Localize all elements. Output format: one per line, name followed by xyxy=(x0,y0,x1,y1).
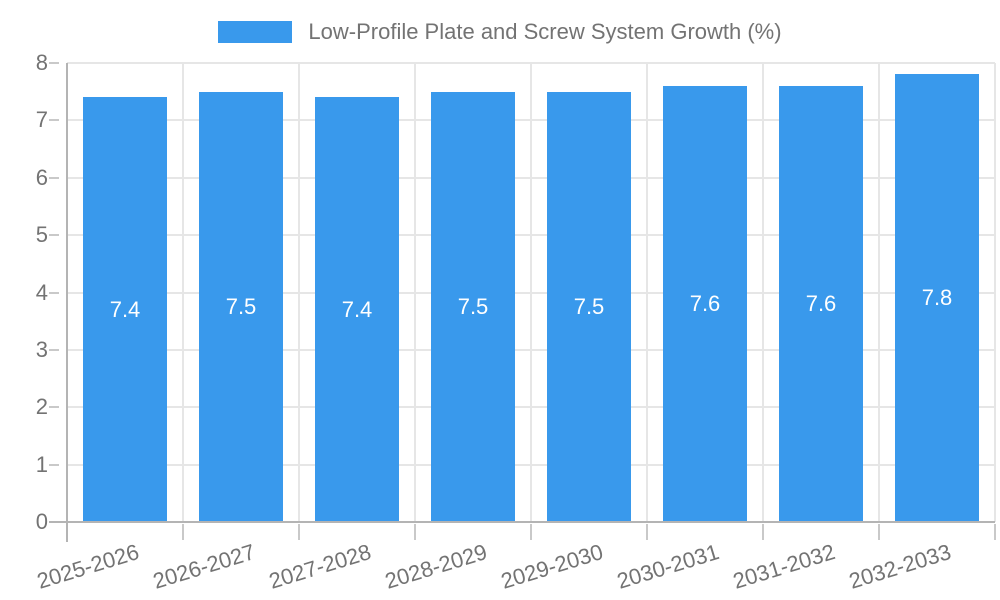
x-tick-mark xyxy=(530,524,532,540)
x-tick-mark xyxy=(298,524,300,540)
x-tick-mark xyxy=(762,524,764,540)
y-axis-tick-label: 0 xyxy=(35,509,48,534)
legend[interactable]: Low-Profile Plate and Screw System Growt… xyxy=(0,14,1000,50)
v-gridline xyxy=(530,63,532,522)
bar-value-label: 7.6 xyxy=(805,290,837,316)
x-tick-mark xyxy=(414,524,416,540)
bar-value-label: 7.4 xyxy=(109,296,141,322)
v-gridline xyxy=(182,63,184,522)
x-tick-mark xyxy=(646,524,648,540)
v-gridline xyxy=(298,63,300,522)
y-tick-mark xyxy=(49,406,59,409)
x-axis-tick-label: 2031-2032 xyxy=(729,539,838,594)
bar-value-label: 7.5 xyxy=(573,293,605,319)
y-axis-tick-label: 3 xyxy=(35,336,48,362)
y-axis-tick-label: 6 xyxy=(35,164,48,190)
y-axis-tick-label: 4 xyxy=(35,279,48,305)
x-axis-tick-label: 2032-2033 xyxy=(845,539,954,594)
y-tick-mark xyxy=(49,348,59,351)
x-axis-line xyxy=(49,521,995,523)
y-tick-mark xyxy=(49,176,59,179)
v-gridline xyxy=(646,63,648,522)
x-axis-tick-label: 2030-2031 xyxy=(613,539,722,594)
v-gridline xyxy=(994,63,996,522)
v-gridline xyxy=(762,63,764,522)
bar-value-label: 7.5 xyxy=(225,293,257,319)
x-axis-tick-label: 2025-2026 xyxy=(33,539,142,594)
x-tick-mark xyxy=(878,524,880,540)
y-axis-tick-label: 2 xyxy=(35,394,48,420)
y-axis-line xyxy=(66,63,68,542)
y-tick-mark xyxy=(49,291,59,294)
bar[interactable] xyxy=(199,91,283,521)
y-tick-mark xyxy=(49,234,59,237)
x-axis-tick-label: 2029-2030 xyxy=(497,539,606,594)
bar-value-label: 7.8 xyxy=(921,285,953,311)
bar[interactable] xyxy=(315,97,399,521)
bar[interactable] xyxy=(779,85,863,521)
x-tick-mark xyxy=(182,524,184,540)
y-axis-tick-label: 5 xyxy=(35,222,48,248)
x-axis-tick-label: 2027-2028 xyxy=(265,539,374,594)
y-axis-tick-label: 7 xyxy=(35,107,48,133)
y-tick-mark xyxy=(49,119,59,122)
y-axis-tick-label: 1 xyxy=(35,451,48,477)
bar-value-label: 7.6 xyxy=(689,290,721,316)
x-tick-mark xyxy=(994,524,996,540)
x-axis-tick-label: 2028-2029 xyxy=(381,539,490,594)
v-gridline xyxy=(878,63,880,522)
bar[interactable] xyxy=(83,97,167,521)
y-axis-tick-label: 8 xyxy=(35,50,48,75)
x-axis-tick-label: 2026-2027 xyxy=(149,539,258,594)
legend-swatch-icon xyxy=(218,21,293,43)
bar[interactable] xyxy=(895,74,979,521)
v-gridline xyxy=(414,63,416,522)
y-tick-mark xyxy=(49,463,59,466)
legend-series-label: Low-Profile Plate and Screw System Growt… xyxy=(308,19,782,44)
bar-value-label: 7.4 xyxy=(341,296,373,322)
y-tick-mark xyxy=(49,62,59,64)
bar[interactable] xyxy=(431,91,515,521)
bar-value-label: 7.5 xyxy=(457,293,489,319)
bar[interactable] xyxy=(547,91,631,521)
bar[interactable] xyxy=(663,85,747,521)
